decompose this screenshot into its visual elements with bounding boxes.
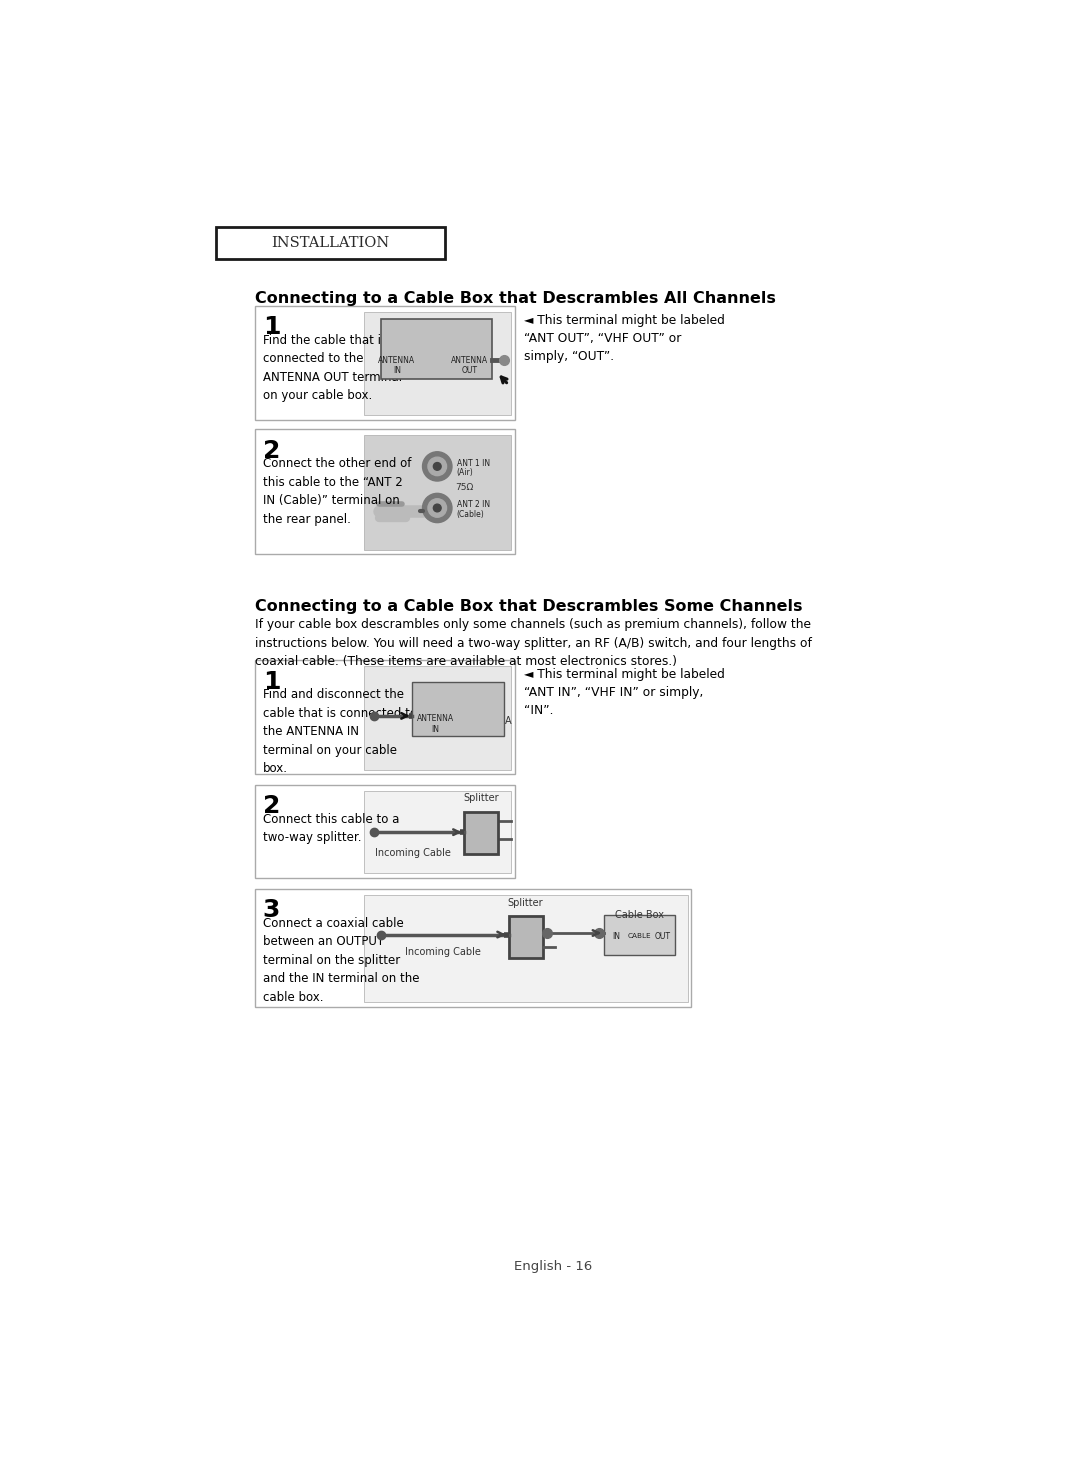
Text: Connect the other end of
this cable to the “ANT 2
IN (Cable)” terminal on
the re: Connect the other end of this cable to t… (262, 457, 411, 526)
Bar (255, 660, 515, 774)
Text: Find and disconnect the
cable that is connected to
the ANTENNA IN
terminal on yo: Find and disconnect the cable that is co… (262, 688, 417, 775)
Text: ANTENNA
OUT: ANTENNA OUT (451, 355, 488, 374)
Bar (381, 318, 491, 379)
Text: If your cable box descrambles only some channels (such as premium channels), fol: If your cable box descrambles only some … (255, 618, 812, 668)
Bar (255, 786, 515, 877)
Bar (364, 311, 511, 414)
Text: Find the cable that is
connected to the
ANTENNA OUT terminal
on your cable box.: Find the cable that is connected to the … (262, 335, 402, 402)
Bar (255, 429, 515, 554)
Text: ANTENNA
IN: ANTENNA IN (417, 715, 455, 734)
Text: 3: 3 (262, 898, 280, 923)
Bar (509, 915, 542, 958)
Text: ◄ This terminal might be labeled
“ANT OUT”, “VHF OUT” or
simply, “OUT”.: ◄ This terminal might be labeled “ANT OU… (524, 314, 725, 363)
Text: IN: IN (612, 932, 620, 940)
Bar (604, 914, 675, 955)
Text: 1: 1 (262, 669, 281, 694)
Text: Incoming Cable: Incoming Cable (405, 946, 481, 957)
Circle shape (428, 498, 446, 517)
Text: Connect this cable to a
two-way splitter.: Connect this cable to a two-way splitter… (262, 812, 400, 845)
Text: ◄ This terminal might be labeled
“ANT IN”, “VHF IN” or simply,
“IN”.: ◄ This terminal might be labeled “ANT IN… (524, 668, 725, 718)
Circle shape (428, 457, 446, 476)
Text: ANT 1 IN: ANT 1 IN (457, 458, 489, 467)
Bar (255, 889, 691, 1007)
Bar (364, 790, 511, 873)
Bar (216, 227, 445, 259)
Text: 75Ω: 75Ω (455, 482, 473, 492)
Text: Incoming Cable: Incoming Cable (375, 849, 450, 858)
Text: Connecting to a Cable Box that Descrambles All Channels: Connecting to a Cable Box that Descrambl… (255, 290, 777, 305)
Text: 2: 2 (262, 439, 280, 463)
Circle shape (433, 504, 441, 511)
Text: 1: 1 (262, 315, 281, 339)
Text: Connecting to a Cable Box that Descrambles Some Channels: Connecting to a Cable Box that Descrambl… (255, 598, 802, 613)
Text: 2: 2 (262, 794, 280, 818)
Text: Cable Box: Cable Box (615, 909, 664, 920)
Text: INSTALLATION: INSTALLATION (271, 236, 390, 251)
Text: OUT: OUT (654, 932, 671, 940)
Bar (464, 812, 499, 853)
Text: (Air): (Air) (457, 469, 473, 478)
Text: Splitter: Splitter (508, 898, 543, 908)
Circle shape (422, 494, 451, 523)
Circle shape (433, 463, 441, 470)
Text: (Cable): (Cable) (457, 510, 484, 519)
Bar (413, 682, 504, 736)
Text: A: A (504, 715, 511, 725)
Text: ANTENNA
IN: ANTENNA IN (378, 355, 416, 374)
Bar (364, 895, 688, 1002)
Text: CABLE: CABLE (627, 933, 651, 939)
Text: Splitter: Splitter (463, 793, 499, 803)
Circle shape (422, 451, 451, 481)
Bar (255, 307, 515, 420)
Text: Connect a coaxial cable
between an OUTPUT
terminal on the splitter
and the IN te: Connect a coaxial cable between an OUTPU… (262, 917, 419, 1004)
Bar (364, 666, 511, 769)
Bar (364, 435, 511, 550)
Text: ANT 2 IN: ANT 2 IN (457, 500, 489, 510)
Text: English - 16: English - 16 (514, 1260, 593, 1274)
